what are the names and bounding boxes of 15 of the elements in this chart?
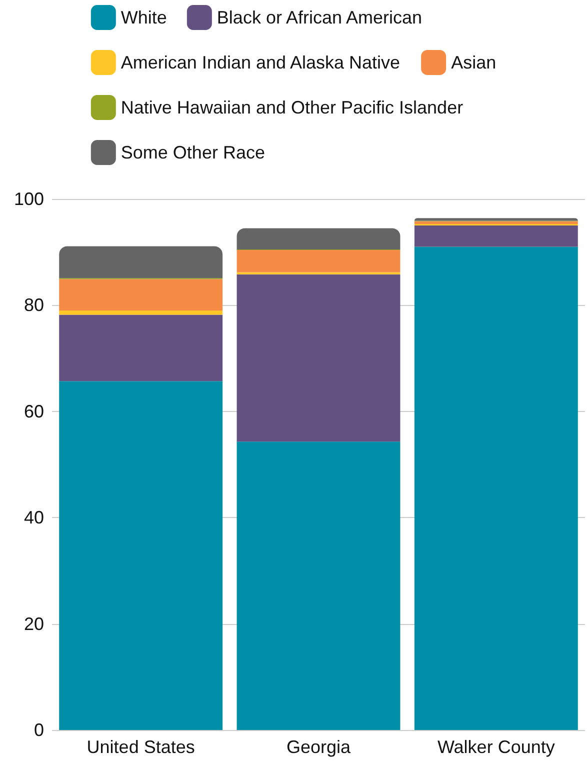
y-tick-label: 40 (24, 508, 44, 528)
legend-label: Black or African American (216, 8, 422, 28)
legend-label: Native Hawaiian and Other Pacific Islander (120, 98, 464, 118)
y-tick-label: 60 (24, 401, 44, 422)
legend-label: Asian (451, 52, 496, 72)
x-tick-label: Georgia (286, 737, 352, 757)
y-tick-label: 80 (24, 295, 44, 316)
x-tick-label: United States (86, 737, 195, 757)
legend-label: White (120, 8, 167, 28)
legend-label: Some Other Race (120, 142, 265, 162)
y-tick-label: 100 (14, 189, 44, 209)
y-tick-label: 0 (34, 720, 44, 740)
legend-label: American Indian and Alaska Native (120, 52, 400, 72)
y-tick-label: 20 (24, 614, 44, 634)
x-tick-label: Walker County (437, 737, 555, 757)
